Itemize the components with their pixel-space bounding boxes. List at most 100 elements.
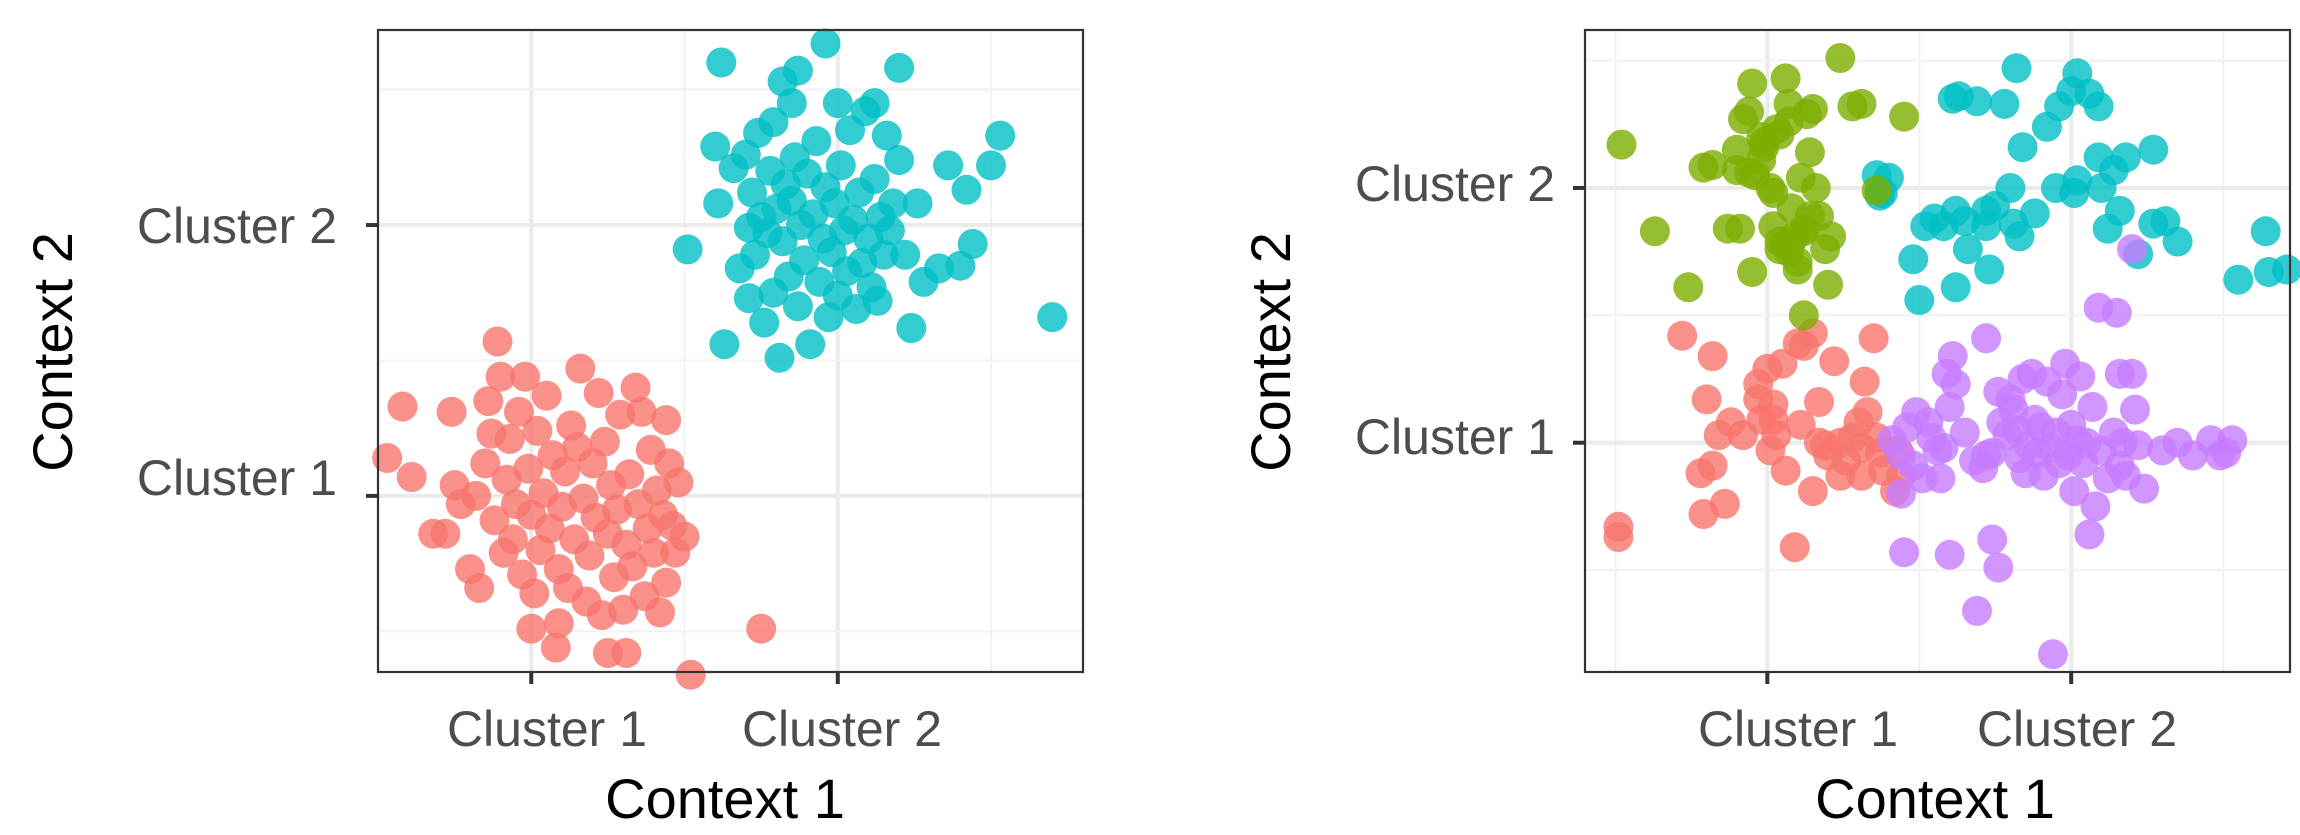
data-point-series-1 (1819, 346, 1850, 377)
data-point-series-1 (669, 521, 700, 552)
data-point-series-2 (933, 150, 964, 181)
data-point-series-3 (1813, 269, 1844, 300)
data-point-series-1 (550, 456, 580, 487)
data-point-series-2 (795, 329, 826, 360)
data-point-series-2 (2083, 91, 2114, 122)
data-point-series-4 (1949, 417, 1980, 448)
data-point-series-1 (592, 638, 623, 668)
data-point-series-2 (976, 150, 1006, 181)
data-point-series-2 (2150, 206, 2181, 237)
data-point-series-3 (1639, 216, 1670, 247)
data-point-series-1 (482, 326, 513, 357)
data-point-series-2 (871, 120, 902, 151)
x-tick-label-cluster-1: Cluster 1 (447, 701, 647, 757)
data-point-series-2 (810, 28, 841, 59)
data-point-series-4 (2080, 491, 2111, 522)
x-tick-label-cluster-2: Cluster 2 (742, 701, 942, 757)
data-point-series-1 (1804, 387, 1834, 417)
data-point-series-1 (430, 518, 461, 549)
data-point-series-2 (862, 285, 893, 316)
data-point-series-1 (1779, 532, 1810, 563)
data-point-series-1 (1837, 422, 1868, 453)
data-point-series-2 (1898, 244, 1929, 275)
data-point-series-2 (1995, 173, 2026, 203)
data-point-series-3 (1606, 129, 1637, 160)
data-point-series-1 (519, 578, 550, 609)
y-axis-title: Context 2 (1239, 232, 1302, 472)
data-point-series-1 (1825, 460, 1856, 491)
data-point-series-4 (2217, 425, 2248, 456)
data-point-series-3 (1737, 68, 1768, 99)
data-point-series-2 (825, 150, 856, 181)
data-point-series-1 (651, 405, 682, 436)
data-point-series-2 (957, 229, 988, 259)
data-point-series-3 (1816, 221, 1847, 252)
data-point-series-2 (884, 52, 915, 83)
data-point-series-1 (396, 462, 427, 492)
data-point-series-1 (608, 594, 639, 625)
panel-border (1583, 28, 2292, 674)
data-point-series-4 (2074, 519, 2105, 550)
data-point-series-1 (513, 453, 544, 484)
data-point-series-2 (985, 120, 1016, 151)
data-point-series-4 (1983, 552, 2014, 583)
data-point-series-4 (2117, 234, 2147, 265)
data-point-series-1 (1709, 488, 1740, 519)
panel-border (376, 28, 1085, 674)
data-point-series-2 (2223, 264, 2254, 295)
data-point-series-2 (902, 188, 933, 219)
data-point-series-4 (2065, 361, 2096, 392)
data-point-series-1 (617, 551, 648, 582)
data-point-series-2 (1940, 272, 1971, 303)
data-point-series-1 (1810, 430, 1841, 461)
data-point-series-1 (1767, 348, 1798, 379)
data-point-series-1 (1758, 389, 1789, 420)
data-point-series-1 (436, 396, 467, 427)
data-point-series-3 (1761, 114, 1792, 145)
data-point-series-2 (733, 283, 764, 314)
data-point-series-2 (749, 307, 780, 338)
points (1603, 43, 2300, 670)
data-point-series-4 (1962, 595, 1992, 626)
data-point-series-1 (1697, 450, 1728, 481)
data-point-series-3 (1725, 213, 1755, 244)
data-point-series-1 (626, 396, 657, 427)
x-axis-title: Context 1 (1815, 767, 2055, 830)
data-point-series-2 (2019, 198, 2050, 229)
data-point-series-4 (2101, 297, 2132, 328)
data-point-series-1 (614, 459, 645, 490)
data-point-series-1 (675, 659, 706, 690)
data-point-series-1 (461, 480, 492, 511)
data-point-series-3 (1889, 101, 1920, 132)
data-point-series-3 (1721, 134, 1752, 165)
data-point-series-3 (1734, 96, 1765, 127)
data-point-series-4 (1977, 524, 2008, 555)
data-point-series-1 (1849, 366, 1880, 397)
data-point-series-1 (464, 573, 495, 603)
data-point-series-2 (2086, 173, 2117, 203)
data-point-series-3 (1788, 300, 1819, 331)
data-point-series-2 (868, 239, 899, 270)
data-point-series-1 (638, 537, 669, 568)
data-point-series-2 (1974, 254, 2005, 285)
data-point-series-2 (896, 313, 927, 343)
scatter-chart-right: Cluster 1 Cluster 2 Cluster 1 Cluster 2 … (1239, 28, 2300, 830)
data-point-series-3 (1794, 137, 1825, 168)
data-point-series-1 (1667, 320, 1698, 351)
data-point-series-1 (470, 448, 501, 479)
data-point-series-1 (522, 415, 553, 446)
data-point-series-4 (2038, 639, 2068, 670)
data-point-series-1 (497, 524, 528, 555)
data-point-series-1 (543, 608, 574, 639)
data-point-series-1 (494, 424, 525, 454)
data-point-series-1 (645, 597, 675, 628)
data-point-series-4 (1889, 537, 1920, 568)
data-point-series-1 (1761, 420, 1792, 451)
data-point-series-4 (2077, 392, 2108, 422)
data-point-series-3 (1770, 63, 1801, 94)
data-point-series-4 (2104, 358, 2135, 389)
data-point-series-2 (859, 88, 890, 119)
data-point-series-1 (1697, 341, 1728, 372)
data-point-series-2 (776, 185, 807, 216)
data-point-series-4 (2059, 476, 2090, 507)
